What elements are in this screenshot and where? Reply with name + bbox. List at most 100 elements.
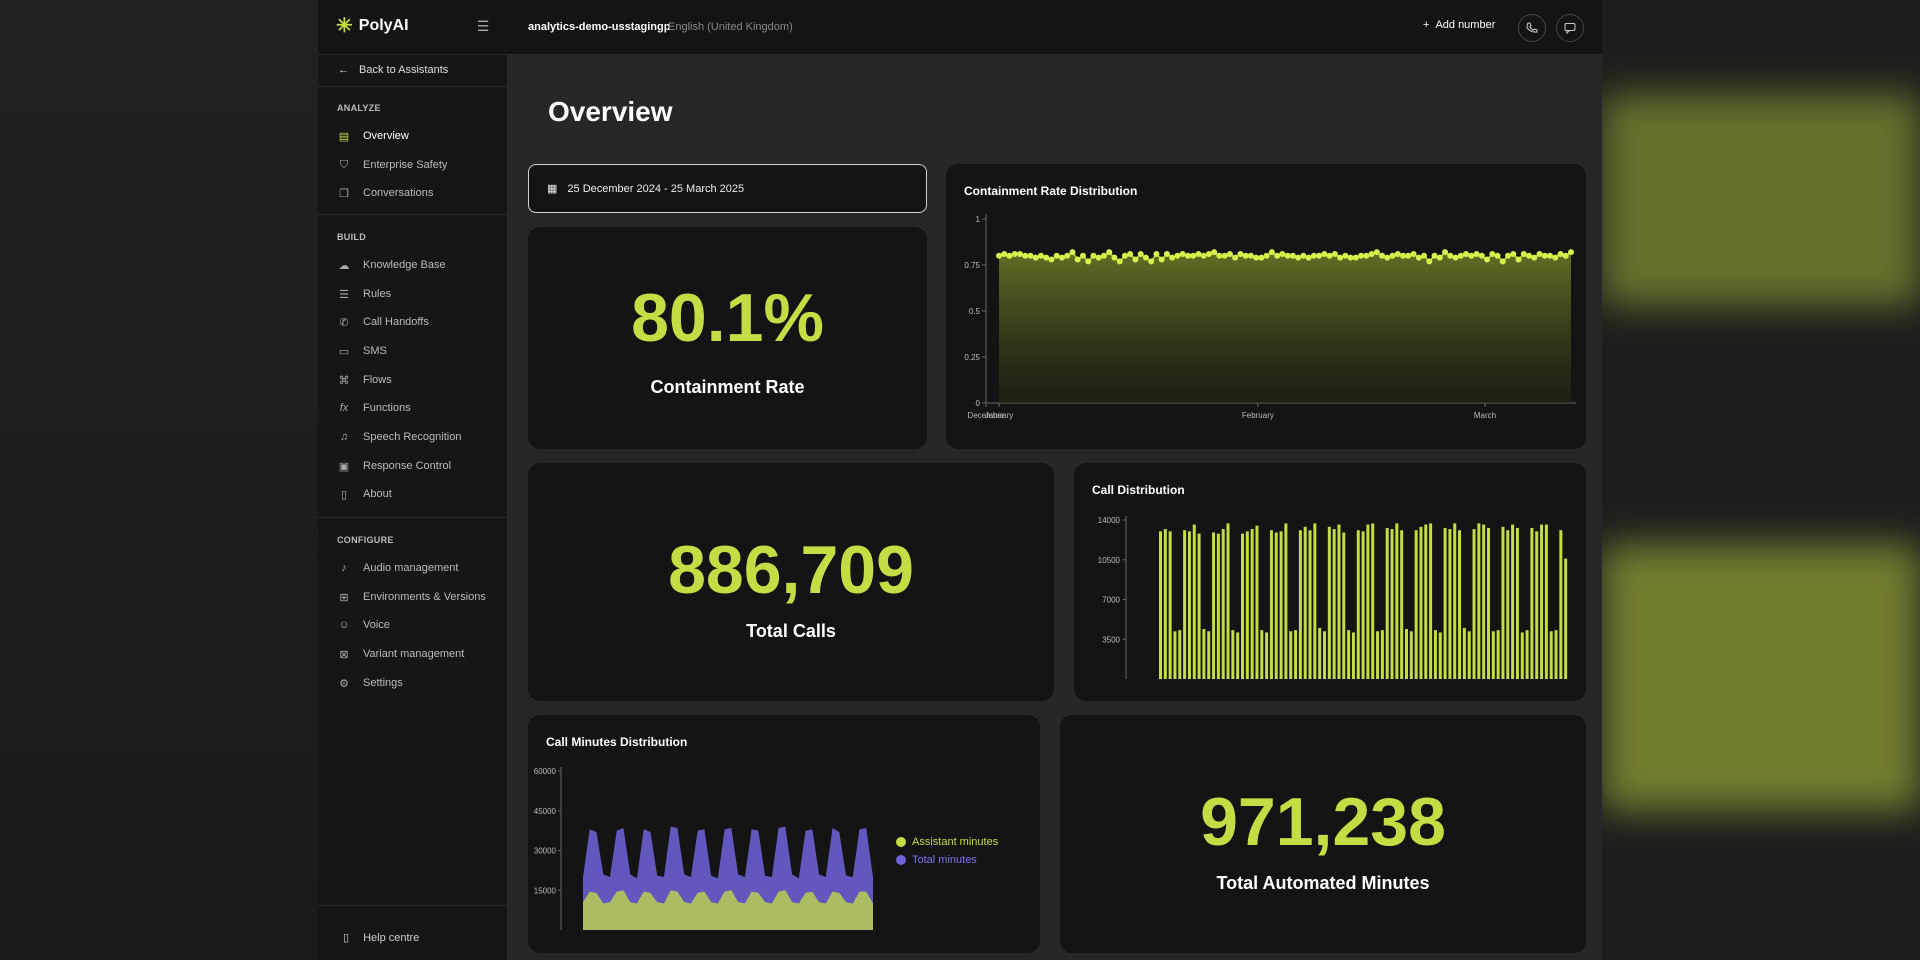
bar [1178, 630, 1182, 679]
bar [1332, 529, 1336, 679]
back-label: Back to Assistants [359, 64, 449, 76]
sidebar-item-sms[interactable]: ▭ SMS [337, 340, 502, 362]
help-centre-link[interactable]: ▯ Help centre [343, 931, 420, 945]
data-point [1494, 252, 1501, 259]
call-minutes-chart: 15000 30000 45000 60000 [534, 767, 873, 930]
y-tick-label: 0.75 [964, 261, 980, 270]
data-point [1295, 254, 1302, 261]
sidebar-item-conversations[interactable]: ❐ Conversations [337, 182, 502, 204]
data-point [1268, 249, 1275, 256]
sidebar-item-label: Environments & Versions [363, 591, 486, 603]
total-calls-label: Total Calls [746, 621, 836, 641]
data-point [1158, 256, 1165, 263]
bar [1458, 530, 1462, 679]
data-point [1258, 254, 1265, 261]
bar [1197, 533, 1201, 679]
data-point [1310, 252, 1317, 259]
bar [1438, 632, 1442, 679]
data-point [1237, 250, 1244, 257]
sidebar-item-response-control[interactable]: ▣ Response Control [337, 455, 502, 477]
chat-icon[interactable] [1556, 14, 1584, 42]
data-point [1048, 256, 1055, 263]
sidebar-item-audio-management[interactable]: ♪ Audio management [337, 557, 502, 579]
bar [1376, 631, 1380, 679]
automated-minutes-label: Total Automated Minutes [1216, 873, 1430, 893]
data-point [1352, 254, 1359, 261]
assistant-minutes-area [583, 890, 873, 930]
sidebar-item-overview[interactable]: ▤ Overview [337, 125, 502, 147]
collapse-sidebar-icon[interactable]: ☰ [476, 18, 490, 34]
data-point [1331, 250, 1338, 257]
bar [1183, 530, 1187, 679]
back-to-assistants-link[interactable]: ← Back to Assistants [338, 64, 448, 76]
chart-title: Containment Rate Distribution [964, 184, 1138, 198]
data-point [1515, 256, 1522, 263]
phone-icon[interactable] [1518, 14, 1546, 42]
flows-icon: ⌘ [338, 374, 350, 387]
sidebar-item-flows[interactable]: ⌘ Flows [337, 369, 502, 391]
brand-logo[interactable]: ✳ PolyAI [336, 16, 409, 36]
data-point [1032, 254, 1039, 261]
bar [1506, 530, 1510, 679]
automated-minutes-value: 971,238 [1200, 784, 1446, 860]
sidebar-item-settings[interactable]: ⚙ Settings [337, 672, 502, 694]
data-point [1541, 252, 1548, 259]
sidebar-item-variant-management[interactable]: ⊠ Variant management [337, 643, 502, 665]
x-tick-label: February [1242, 411, 1274, 420]
function-icon: fx [339, 402, 349, 414]
sidebar-item-rules[interactable]: ☰ Rules [337, 283, 502, 305]
y-tick-label: 0.5 [969, 307, 981, 316]
bar [1265, 632, 1269, 679]
data-point [1163, 250, 1170, 257]
bar [1535, 531, 1539, 679]
total-calls-value: 886,709 [668, 532, 914, 608]
data-point [1562, 252, 1569, 259]
data-point [1552, 254, 1559, 261]
sidebar-item-about[interactable]: ▯ About [337, 483, 502, 505]
top-bar: ✳ PolyAI ☰ analytics-demo-usstagingp Eng… [318, 0, 1602, 55]
data-point [1421, 252, 1428, 259]
y-tick-label: 14000 [1098, 516, 1121, 525]
sidebar-item-call-handoffs[interactable]: ✆ Call Handoffs [337, 311, 502, 333]
chart-title: Call Distribution [1092, 483, 1185, 497]
sidebar-item-label: Response Control [363, 460, 452, 472]
data-point [1400, 252, 1407, 259]
legend-item-assistant[interactable]: Assistant minutes [896, 833, 998, 851]
bar [1284, 523, 1288, 679]
data-point [1132, 256, 1139, 263]
sidebar-item-enterprise-safety[interactable]: ⛉ Enterprise Safety [337, 154, 502, 176]
sidebar-item-label: Conversations [363, 187, 434, 199]
legend-item-total[interactable]: Total minutes [896, 851, 998, 869]
sidebar-item-functions[interactable]: fx Functions [337, 397, 502, 419]
data-point [1478, 252, 1485, 259]
sidebar-item-knowledge-base[interactable]: ☁ Knowledge Base [337, 254, 502, 276]
polyai-logo-icon: ✳ [336, 15, 353, 37]
containment-rate-card: 80.1% Containment Rate [528, 227, 927, 449]
data-point [1022, 252, 1029, 259]
y-tick-label: 7000 [1102, 596, 1120, 605]
sidebar-item-label: SMS [363, 345, 387, 357]
data-point [1121, 252, 1128, 259]
data-point [1090, 252, 1097, 259]
data-point [1384, 254, 1391, 261]
sidebar-item-speech-recognition[interactable]: ♫ Speech Recognition [337, 426, 502, 448]
add-number-button[interactable]: + Add number [1423, 19, 1495, 31]
phone-forward-icon: ✆ [339, 316, 349, 329]
data-point [1463, 250, 1470, 257]
data-point [1111, 254, 1118, 261]
data-point [1179, 250, 1186, 257]
bar [1385, 527, 1389, 679]
sidebar-item-voice[interactable]: ☺ Voice [337, 614, 502, 636]
y-tick-label: 0 [976, 399, 981, 408]
help-label: Help centre [363, 931, 420, 944]
book-icon: ▯ [343, 932, 350, 944]
bar [1216, 533, 1220, 679]
data-point [1263, 252, 1270, 259]
bar [1472, 529, 1476, 679]
containment-rate-label: Containment Rate [650, 377, 805, 397]
microphone-icon: ♪ [341, 562, 347, 574]
bar [1323, 631, 1326, 679]
project-name[interactable]: analytics-demo-usstagingp [528, 21, 671, 33]
sidebar-item-environments-versions[interactable]: ⊞ Environments & Versions [337, 586, 502, 608]
date-range-picker[interactable]: ▦ 25 December 2024 - 25 March 2025 [528, 164, 927, 213]
